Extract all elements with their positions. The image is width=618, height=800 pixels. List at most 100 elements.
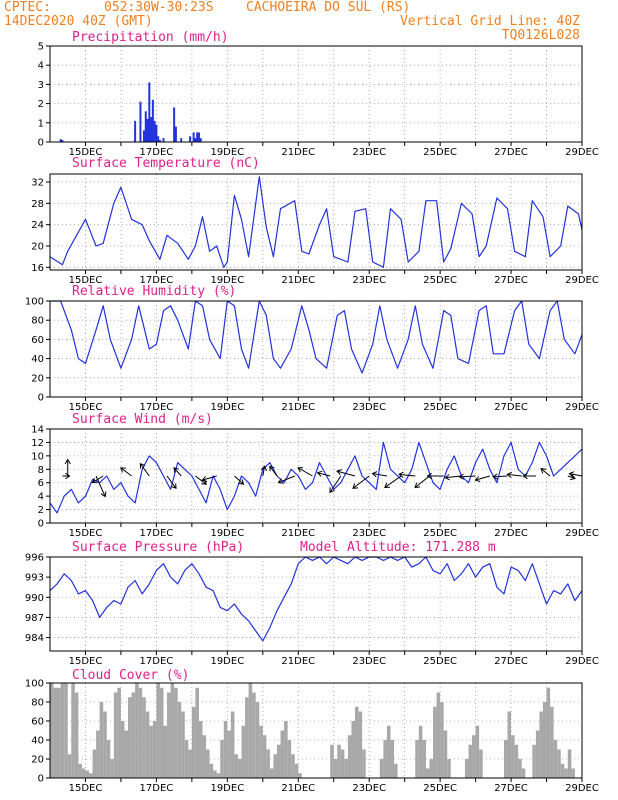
cloud-column	[394, 763, 398, 778]
cloud-column	[181, 711, 185, 778]
press-xtick-label: 25DEC	[423, 656, 457, 667]
cloud-column	[241, 725, 246, 778]
precip-bar	[61, 140, 64, 142]
cloud-column	[124, 730, 129, 778]
wind-vector	[507, 473, 522, 477]
cloud-column	[422, 740, 426, 778]
cloud-column	[184, 740, 189, 778]
cloud-column	[553, 740, 558, 778]
cloud-column	[276, 744, 281, 778]
cloud-ytick-label: 100	[25, 679, 44, 690]
cloud-column	[149, 725, 153, 778]
cloud-column	[259, 725, 263, 778]
cloud-column	[330, 744, 334, 778]
cloud-column	[294, 763, 299, 778]
temp-xtick-label: 25DEC	[423, 275, 457, 286]
precip-panel: 0 1 2 3 4 5 15DEC 17DEC 19DEC 21DEC 23DEC 25DEC 27DE…	[38, 42, 599, 159]
cloud-column	[287, 740, 292, 778]
cloud-ytick-label: 80	[31, 698, 44, 709]
wind-ytick-label: 12	[31, 438, 44, 449]
precip-bar	[158, 140, 161, 142]
cloud-column	[81, 768, 86, 778]
wind-vector	[329, 475, 342, 493]
cloud-column	[550, 706, 554, 778]
wind-xtick-label: 27DEC	[494, 528, 528, 539]
cloud-column	[96, 730, 100, 778]
wind-vector	[297, 467, 313, 477]
rh-xtick-label: 29DEC	[565, 402, 599, 413]
cloud-column	[131, 692, 136, 778]
cloud-column	[142, 697, 146, 778]
precip-bar	[59, 139, 62, 142]
cloud-column	[344, 759, 348, 778]
wind-vector	[475, 475, 490, 481]
wind-vector	[92, 475, 104, 483]
cloud-column	[177, 702, 182, 778]
cloud-column	[386, 725, 391, 778]
cloud-column	[117, 687, 121, 778]
wind-xtick-label: 29DEC	[565, 528, 599, 539]
cloud-xtick-label: 29DEC	[565, 783, 599, 794]
wind-vector	[120, 467, 132, 477]
wind-vector	[234, 475, 244, 485]
cloud-column	[248, 683, 253, 778]
temp-series-line	[49, 176, 583, 268]
rh-xtick-label: 19DEC	[210, 402, 244, 413]
wind-series-line	[49, 441, 583, 514]
wind-vector	[569, 473, 583, 477]
temp-title: Surface Temperature (nC)	[72, 156, 260, 171]
cloud-column	[436, 692, 441, 778]
press-ytick-label: 993	[25, 573, 44, 584]
cloud-column	[67, 754, 72, 778]
wind-vector	[384, 475, 402, 488]
cloud-column	[167, 692, 171, 778]
cloud-column	[475, 725, 480, 778]
wind-ytick-label: 8	[38, 465, 44, 476]
cloud-column	[198, 721, 203, 778]
cloud-column	[110, 759, 114, 778]
wind-frame	[49, 428, 583, 524]
wind-panel: 0 2 4 6 8 10 12 14 15DEC 17DEC 19DEC 21DEC 23DEC 25DE…	[31, 425, 599, 540]
precip-bar	[194, 138, 197, 142]
cloud-column	[273, 754, 277, 778]
header-coords: 052:30W-30:23S	[104, 0, 214, 15]
rh-ytick-label: 0	[38, 393, 44, 404]
precip-xtick-label: 19DEC	[210, 147, 244, 158]
rh-xtick-label: 21DEC	[281, 402, 315, 413]
wind-xtick-label: 19DEC	[210, 528, 244, 539]
wind-vector-head	[570, 474, 576, 481]
temp-xtick-label: 21DEC	[281, 275, 315, 286]
wind-vector	[567, 475, 576, 479]
cloud-column	[92, 749, 97, 778]
precip-bar	[180, 138, 183, 142]
cloud-column	[464, 759, 469, 778]
cloud-column	[362, 749, 366, 778]
cloud-column	[209, 763, 214, 778]
wind-vector-head	[120, 467, 126, 473]
cloud-column	[440, 702, 444, 778]
cloud-column	[546, 687, 551, 778]
header-grid-note: Vertical Grid Line: 40Z	[400, 14, 580, 29]
cloud-column	[50, 683, 54, 778]
wind-vector	[173, 467, 182, 477]
cloud-column	[567, 749, 572, 778]
cloud-column	[234, 754, 238, 778]
rh-ytick-label: 100	[25, 297, 44, 308]
rh-xtick-label: 27DEC	[494, 402, 528, 413]
wind-vector-head	[371, 471, 378, 478]
press-title: Surface Pressure (hPa)	[72, 540, 244, 555]
wind-vector-head	[238, 479, 245, 485]
precip-bar	[162, 138, 165, 142]
wind-vector	[262, 466, 266, 477]
temp-ytick-label: 28	[31, 199, 44, 210]
press-panel: 984 987 990 993 996 15DEC 17DEC 19DEC 21DEC 23DEC…	[25, 553, 599, 668]
wind-title: Surface Wind (m/s)	[72, 412, 213, 427]
cloud-column	[560, 763, 565, 778]
temp-ytick-label: 16	[31, 263, 44, 274]
wind-vector	[352, 475, 370, 489]
cloud-column	[521, 768, 526, 778]
wind-ytick-label: 10	[31, 451, 44, 462]
precip-bar	[173, 107, 176, 142]
precip-xtick-label: 27DEC	[494, 147, 528, 158]
cloud-column	[383, 740, 387, 778]
